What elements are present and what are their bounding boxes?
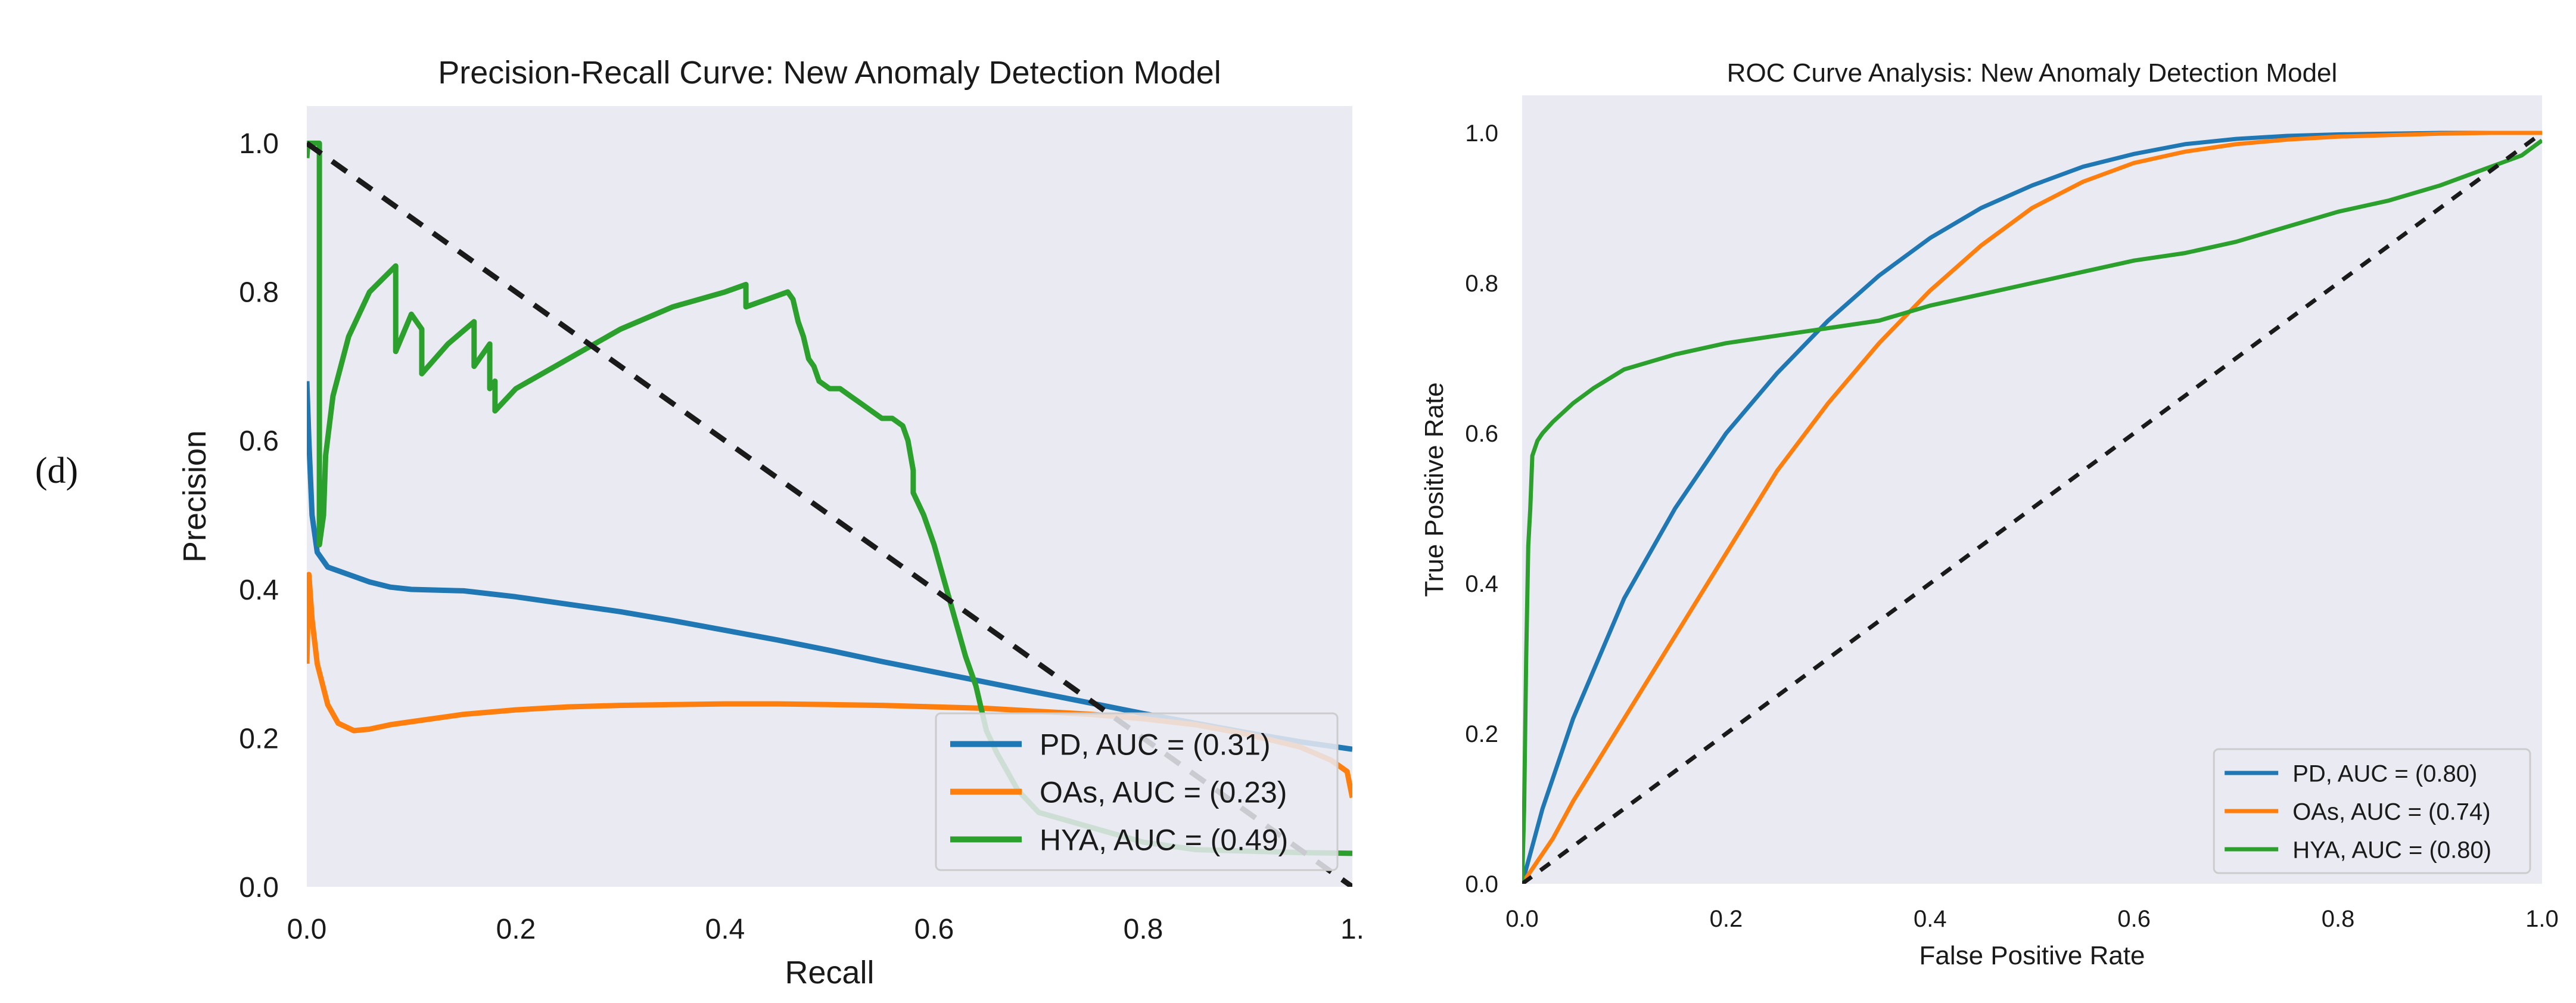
pr-x-axis-label: Recall [785, 955, 874, 990]
roc-chart-title: ROC Curve Analysis: New Anomaly Detectio… [1727, 58, 2338, 88]
roc-y-tick-label: 0.0 [1465, 871, 1498, 898]
pr-y-tick-label: 0.0 [239, 872, 279, 903]
pr-y-tick-label: 0.2 [239, 723, 279, 754]
roc-y-tick-label: 0.6 [1465, 421, 1498, 447]
roc-x-tick-label: 0.4 [1914, 906, 1947, 932]
pr-x-tick-label: 0.0 [287, 914, 327, 945]
roc-x-axis-label: False Positive Rate [1919, 941, 2145, 970]
pr-series-line-0 [307, 381, 1352, 752]
pr-chart: 0.0 0.2 0.4 0.6 0.8 1. 0.0 0.2 0.4 0.6 0.8 1.0 Prec… [177, 55, 1364, 990]
pr-y-tick-label: 1.0 [239, 128, 279, 160]
pr-y-axis-label: Precision [177, 430, 213, 563]
roc-y-tick-label: 0.8 [1465, 271, 1498, 297]
pr-y-tick-label: 0.6 [239, 426, 279, 457]
roc-series-group [1522, 131, 2542, 884]
roc-legend-box [2213, 748, 2531, 874]
roc-y-axis-label: True Positive Rate [1420, 382, 1449, 597]
pr-legend-label: HYA, AUC = (0.49) [1040, 824, 1288, 857]
roc-ticks: 0.0 0.2 0.4 0.6 0.8 1.0 0.0 0.2 0.4 0.6 0.8 1.0 [1465, 120, 2558, 932]
pr-ticks: 0.0 0.2 0.4 0.6 0.8 1. 0.0 0.2 0.4 0.6 0.8 1.0 [239, 128, 1364, 945]
roc-x-tick-label: 0.0 [1505, 906, 1539, 932]
pr-y-tick-label: 0.8 [239, 277, 279, 309]
roc-x-tick-label: 0.2 [1710, 906, 1743, 932]
roc-y-tick-label: 0.2 [1465, 721, 1498, 747]
roc-legend-label: HYA, AUC = (0.80) [2292, 837, 2491, 863]
roc-legend-label: OAs, AUC = (0.74) [2292, 799, 2490, 825]
roc-baseline-dashed-line [1522, 131, 2542, 884]
roc-series-line-1 [1522, 131, 2542, 884]
pr-chart-title: Precision-Recall Curve: New Anomaly Dete… [438, 55, 1221, 91]
roc-x-tick-label: 0.8 [2322, 906, 2355, 932]
roc-x-tick-label: 1.0 [2525, 906, 2559, 932]
pr-series-line-2 [307, 140, 1352, 856]
pr-y-tick-label: 0.4 [239, 575, 279, 606]
roc-series-line-2 [1522, 138, 2542, 884]
pr-x-tick-label: 0.8 [1124, 914, 1163, 945]
roc-legend: PD, AUC = (0.80) OAs, AUC = (0.74) HYA, AU… [2213, 748, 2531, 874]
roc-y-tick-label: 0.4 [1465, 571, 1498, 597]
roc-chart: 0.0 0.2 0.4 0.6 0.8 1.0 0.0 0.2 0.4 0.6 0.8 1.0 ROC… [1420, 58, 2559, 970]
pr-legend: PD, AUC = (0.31) OAs, AUC = (0.23) HYA, AU… [935, 712, 1339, 871]
pr-legend-label: OAs, AUC = (0.23) [1040, 776, 1287, 809]
pr-legend-box [935, 712, 1339, 871]
pr-legend-label: PD, AUC = (0.31) [1040, 728, 1271, 762]
pr-x-tick-label: 0.4 [705, 914, 745, 945]
roc-x-tick-label: 0.6 [2117, 906, 2151, 932]
panel-label: (d) [35, 451, 78, 491]
pr-x-tick-label: 1. [1340, 914, 1364, 945]
pr-x-tick-label: 0.2 [496, 914, 536, 945]
roc-y-tick-label: 1.0 [1465, 120, 1498, 147]
roc-legend-label: PD, AUC = (0.80) [2292, 760, 2477, 787]
pr-x-tick-label: 0.6 [914, 914, 954, 945]
